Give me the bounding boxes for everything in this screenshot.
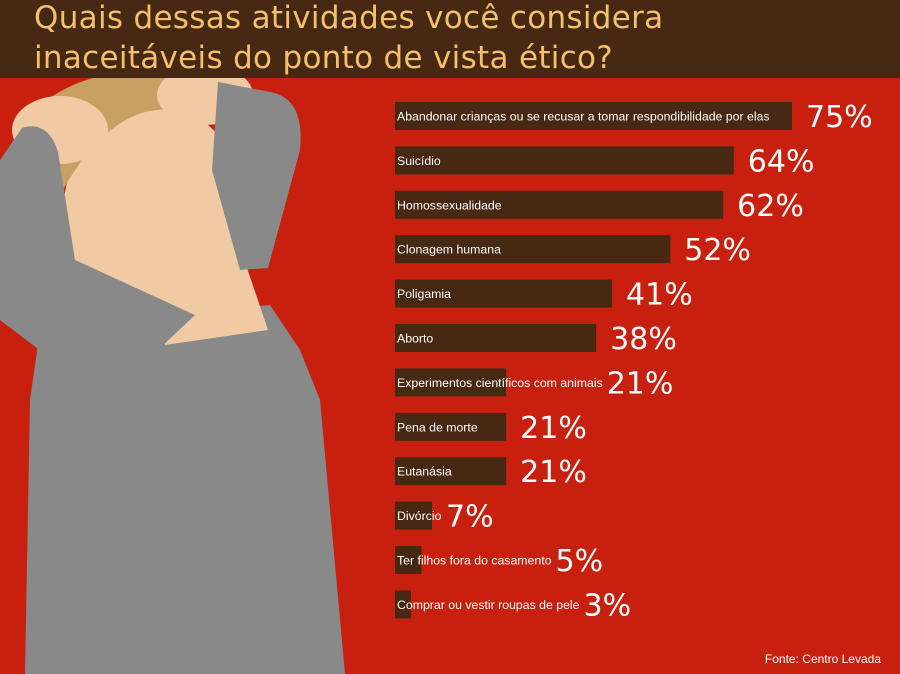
bar-9 xyxy=(395,457,507,486)
value-label-10: 7% xyxy=(446,500,494,535)
category-label-7: Experimentos científicos com animais xyxy=(397,376,603,390)
face xyxy=(63,105,247,325)
category-label-12: Comprar ou vestir roupas de pele xyxy=(397,598,580,612)
value-label-12: 3% xyxy=(584,588,632,623)
value-label-1: 75% xyxy=(806,100,873,135)
bar-7 xyxy=(395,368,507,397)
value-label-8: 21% xyxy=(520,411,587,446)
value-label-4: 52% xyxy=(684,233,751,268)
right-arm xyxy=(212,82,301,270)
source-note: Fonte: Centro Levada xyxy=(764,652,881,666)
bar-4 xyxy=(395,235,671,264)
shirt-torso xyxy=(25,305,345,674)
value-label-11: 5% xyxy=(555,544,603,579)
value-label-3: 62% xyxy=(737,189,804,224)
value-label-7: 21% xyxy=(607,366,674,401)
bar-11 xyxy=(395,546,422,574)
category-label-2: Suicídio xyxy=(397,154,441,168)
bar-6 xyxy=(395,324,597,352)
category-label-3: Homossexualidade xyxy=(397,198,502,212)
category-label-8: Pena de morte xyxy=(397,420,478,434)
value-label-5: 41% xyxy=(626,278,693,313)
category-label-11: Ter filhos fora do casamento xyxy=(397,554,552,568)
category-label-6: Aborto xyxy=(397,332,433,346)
chart-title-line-1: Quais dessas atividades você considera xyxy=(34,0,664,36)
category-label-10: Divórcio xyxy=(397,509,442,523)
bar-12 xyxy=(395,590,411,619)
value-label-9: 21% xyxy=(520,455,587,490)
stressed-person-holding-head-icon xyxy=(0,65,345,674)
value-label-2: 64% xyxy=(748,144,815,179)
title-bar: Quais dessas atividades você considera i… xyxy=(0,0,900,78)
chart-title-line-2: inaceitáveis do ponto de vista ético? xyxy=(34,40,614,76)
category-label-9: Eutanásia xyxy=(397,465,452,479)
left-arm xyxy=(0,126,195,353)
bar-8 xyxy=(395,412,507,441)
bar-5 xyxy=(395,279,613,308)
bars-layer: Abandonar crianças ou se recusar a tomar… xyxy=(395,100,873,623)
bar-1 xyxy=(395,102,792,130)
bar-2 xyxy=(395,146,734,175)
value-label-6: 38% xyxy=(610,322,677,357)
category-label-4: Clonagem humana xyxy=(397,243,501,257)
bar-3 xyxy=(395,190,724,219)
bar-10 xyxy=(395,501,433,530)
category-label-5: Poligamia xyxy=(397,287,451,301)
category-label-1: Abandonar crianças ou se recusar a tomar… xyxy=(397,110,770,124)
